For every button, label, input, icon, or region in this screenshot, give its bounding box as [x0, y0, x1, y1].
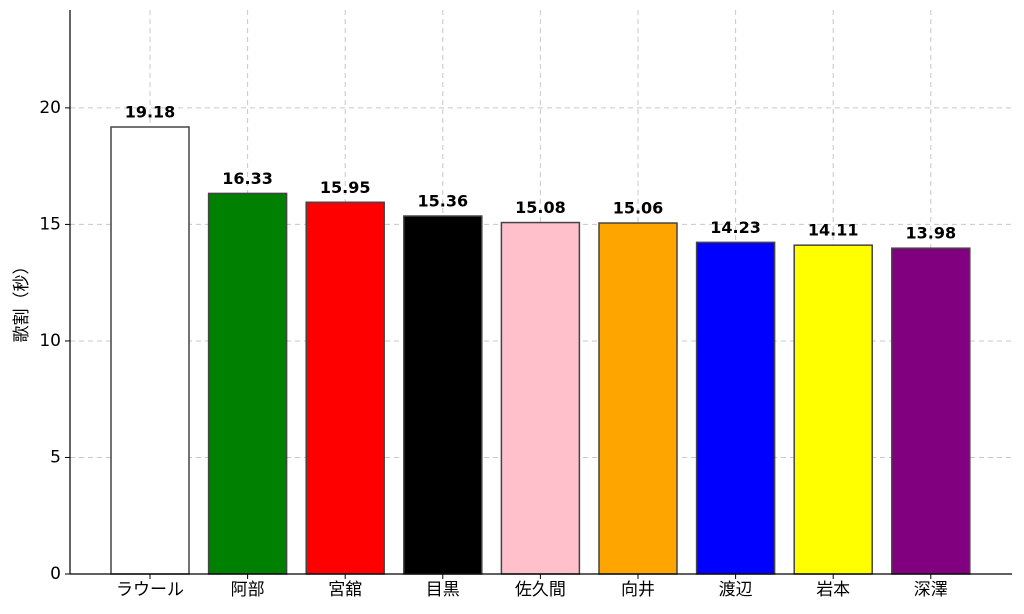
value-label: 14.11: [808, 221, 859, 240]
bar: [500, 221, 581, 575]
y-tick-label: 20: [39, 98, 61, 118]
value-label: 15.08: [515, 198, 566, 217]
y-tick-label: 0: [50, 564, 61, 584]
x-tick-label: ラウール: [116, 580, 184, 600]
x-tick-label: 目黒: [426, 580, 460, 600]
x-tick-label: 阿部: [231, 580, 265, 600]
bar: [598, 222, 678, 575]
x-tick-label: 向井: [621, 580, 655, 600]
bar: [207, 192, 288, 575]
value-label: 19.18: [125, 102, 176, 121]
x-tick-label: 宮舘: [328, 579, 362, 600]
value-label: 15.06: [613, 199, 664, 218]
y-axis-label: 歌割（秒）: [12, 258, 32, 343]
value-label: 15.95: [320, 178, 371, 197]
y-tick-label: 15: [39, 214, 61, 234]
bar: [695, 241, 776, 575]
value-label: 14.23: [710, 218, 761, 237]
bar: [305, 201, 385, 575]
x-tick-label: 岩本: [816, 580, 850, 600]
y-tick-label: 10: [39, 331, 61, 351]
x-tick-label: 深澤: [914, 580, 948, 600]
value-label: 16.33: [222, 169, 273, 188]
bar: [403, 215, 483, 575]
value-label: 13.98: [905, 224, 956, 243]
bar: [110, 126, 190, 575]
bar: [793, 244, 873, 575]
y-tick-label: 5: [50, 447, 61, 467]
x-tick-label: 渡辺: [719, 580, 753, 600]
x-tick-label: 佐久間: [515, 580, 566, 600]
bar: [891, 247, 971, 575]
value-label: 15.36: [417, 192, 468, 211]
